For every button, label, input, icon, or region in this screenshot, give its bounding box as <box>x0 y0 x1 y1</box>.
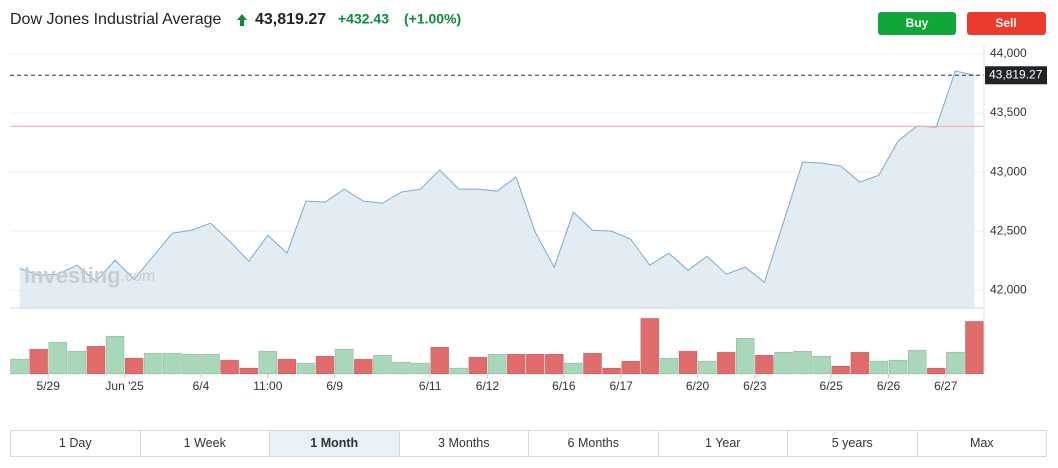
y-tick-label: 42,000 <box>990 282 1027 296</box>
volume-bar <box>640 318 660 375</box>
volume-bar <box>143 352 163 375</box>
y-tick-label: 44,000 <box>990 46 1027 60</box>
x-tick-label: 6/26 <box>877 379 901 393</box>
range-button[interactable]: 5 years <box>788 431 918 456</box>
sell-button[interactable] <box>967 12 1046 35</box>
last-price-label: 43,819.27 <box>989 67 1043 81</box>
buy-label[interactable]: Buy <box>906 16 929 30</box>
volume-bar <box>277 358 297 375</box>
volume-bar <box>315 355 335 375</box>
price-area <box>19 70 975 308</box>
range-button[interactable]: Max <box>969 436 994 450</box>
volume-bar <box>564 362 583 375</box>
volume-bar <box>258 350 278 375</box>
x-tick-label: 6/27 <box>934 379 958 393</box>
volume-bar <box>678 350 698 375</box>
volume-bar <box>430 346 450 375</box>
volume-bar <box>29 348 48 375</box>
volume-bar <box>869 360 889 375</box>
range-button[interactable]: 6 Months <box>529 431 659 456</box>
y-tick-label: 43,000 <box>990 164 1027 178</box>
volume-bar <box>888 359 908 375</box>
volume-bar <box>487 353 507 375</box>
volume-bar <box>163 352 182 375</box>
volume-bar <box>926 367 946 375</box>
x-tick-label: 6/20 <box>686 379 710 393</box>
last-price-tag <box>985 66 1047 85</box>
range-button[interactable]: 3 Months <box>400 431 529 456</box>
x-tick-label: 6/17 <box>609 379 633 393</box>
volume-bar <box>583 352 602 375</box>
chart-title: Dow Jones Industrial Average <box>10 11 221 28</box>
volume-bar <box>468 356 488 375</box>
y-tick-label: 43,500 <box>990 105 1027 119</box>
volume-bar <box>755 354 774 375</box>
x-tick-label: Jun '25 <box>105 379 144 393</box>
volume-bar <box>850 351 870 375</box>
range-selector: 1 Day 1 Week 1 Month 3 Months 6 Months 1 Year… <box>10 430 1047 457</box>
change: +432.43 <box>338 11 389 27</box>
volume-bar <box>392 361 411 375</box>
x-tick-label: 6/9 <box>326 379 343 393</box>
volume-bar <box>793 350 812 375</box>
watermark-brand: Investing <box>24 263 121 288</box>
volume-bar <box>86 345 106 375</box>
x-tick-label: 6/12 <box>476 379 500 393</box>
volume-bar <box>812 355 831 375</box>
x-tick-label: 6/4 <box>193 379 210 393</box>
volume-bar <box>105 335 125 375</box>
volume-bar <box>449 367 469 375</box>
x-tick-label: 6/23 <box>743 379 767 393</box>
volume-bar <box>946 351 965 375</box>
change-pct: (+1.00%) <box>404 11 461 27</box>
volume-bar <box>716 351 736 375</box>
x-tick-label: 11:00 <box>253 379 282 393</box>
volume-bar <box>220 359 239 375</box>
chart: Dow Jones Industrial Average 43,819.27 +… <box>10 11 1047 393</box>
volume-bar <box>544 353 564 375</box>
volume-bar <box>373 354 392 375</box>
volume-bar <box>67 350 87 375</box>
volume-bar <box>659 357 679 375</box>
up-arrow <box>237 14 247 26</box>
x-tick-label: 6/11 <box>419 379 442 393</box>
volume-bar <box>735 337 755 375</box>
volume-bar <box>602 367 621 375</box>
x-tick-label: 5/29 <box>37 379 61 393</box>
volume-bar <box>907 349 927 375</box>
x-tick-label: 6/16 <box>552 379 576 393</box>
price-line <box>19 70 975 284</box>
volume-bar <box>506 353 526 375</box>
x-tick-label: 6/25 <box>820 379 844 393</box>
volume-bar <box>10 358 29 375</box>
volume-bar <box>831 365 851 375</box>
range-button[interactable]: 1 Day <box>11 431 141 456</box>
volume-bar <box>296 362 316 375</box>
volume-bar <box>334 348 354 375</box>
range-button[interactable]: 1 Month <box>270 431 400 456</box>
volume-bar <box>411 362 430 375</box>
volume-bar <box>621 360 640 375</box>
volume-bar <box>774 351 793 375</box>
volume-bar <box>525 353 545 375</box>
volume-bar <box>354 358 373 375</box>
volume-bar <box>965 321 984 375</box>
y-tick-label: 42,500 <box>990 223 1027 237</box>
watermark: Investing.com <box>24 263 155 288</box>
volume-bar <box>124 357 144 375</box>
range-button[interactable]: 1 Week <box>141 431 270 456</box>
volume-bar <box>201 353 220 375</box>
watermark-domain: .com <box>121 268 156 285</box>
volume-bar <box>48 341 68 375</box>
volume-bar <box>697 360 717 375</box>
range-button[interactable]: 1 Year <box>659 431 788 456</box>
sell-label[interactable]: Sell <box>995 16 1016 30</box>
volume-bar <box>182 353 201 375</box>
volume-bar <box>239 367 259 375</box>
buy-button[interactable] <box>878 12 956 35</box>
price: 43,819.27 <box>255 11 326 28</box>
